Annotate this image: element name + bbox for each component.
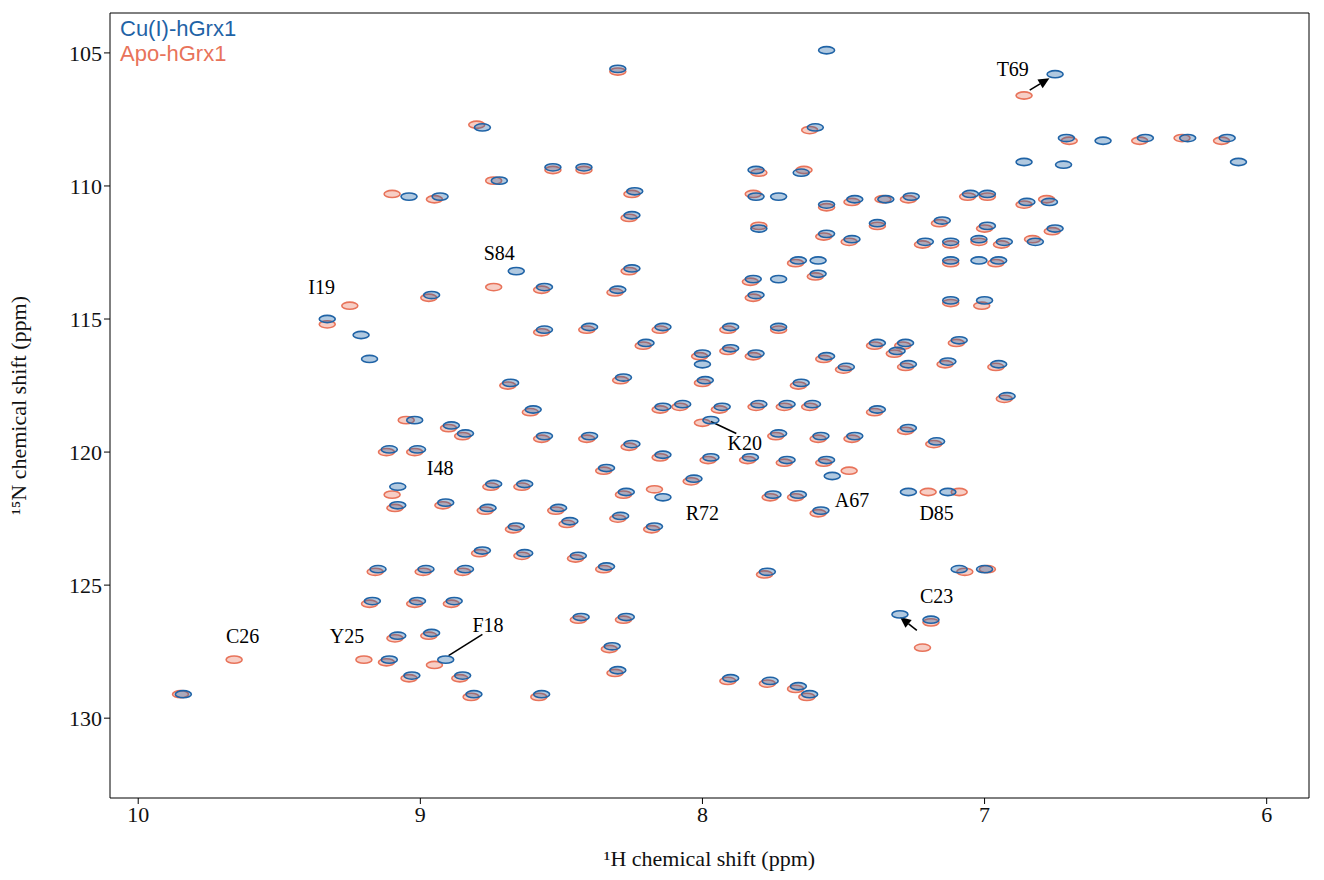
svg-text:105: 105 xyxy=(69,41,102,66)
svg-text:F18: F18 xyxy=(472,614,503,636)
svg-text:115: 115 xyxy=(70,307,102,332)
svg-text:D85: D85 xyxy=(919,502,953,524)
svg-text:110: 110 xyxy=(70,174,102,199)
svg-text:T69: T69 xyxy=(997,58,1029,80)
html-text:Cu(I)-hGrx1: Cu(I)-hGrx1 xyxy=(120,16,237,41)
svg-text:120: 120 xyxy=(69,440,102,465)
svg-text:C26: C26 xyxy=(226,625,259,647)
svg-text:S84: S84 xyxy=(484,242,515,264)
svg-text:130: 130 xyxy=(69,706,102,731)
svg-text:8: 8 xyxy=(697,802,708,827)
svg-text:7: 7 xyxy=(979,802,990,827)
svg-text:R72: R72 xyxy=(686,502,719,524)
svg-text:C23: C23 xyxy=(920,585,953,607)
svg-text:125: 125 xyxy=(69,573,102,598)
svg-text:10: 10 xyxy=(127,802,149,827)
svg-text:9: 9 xyxy=(415,802,426,827)
svg-text:A67: A67 xyxy=(835,489,869,511)
svg-text:6: 6 xyxy=(1261,802,1272,827)
svg-text:I48: I48 xyxy=(427,457,454,479)
html-text:Apo-hGrx1: Apo-hGrx1 xyxy=(120,41,227,66)
svg-text:I19: I19 xyxy=(308,276,335,298)
svg-text:Y25: Y25 xyxy=(330,625,364,647)
svg-text:¹⁵N chemical shift (ppm): ¹⁵N chemical shift (ppm) xyxy=(6,296,31,515)
svg-text:¹H chemical shift (ppm): ¹H chemical shift (ppm) xyxy=(604,846,815,871)
svg-text:K20: K20 xyxy=(728,432,762,454)
